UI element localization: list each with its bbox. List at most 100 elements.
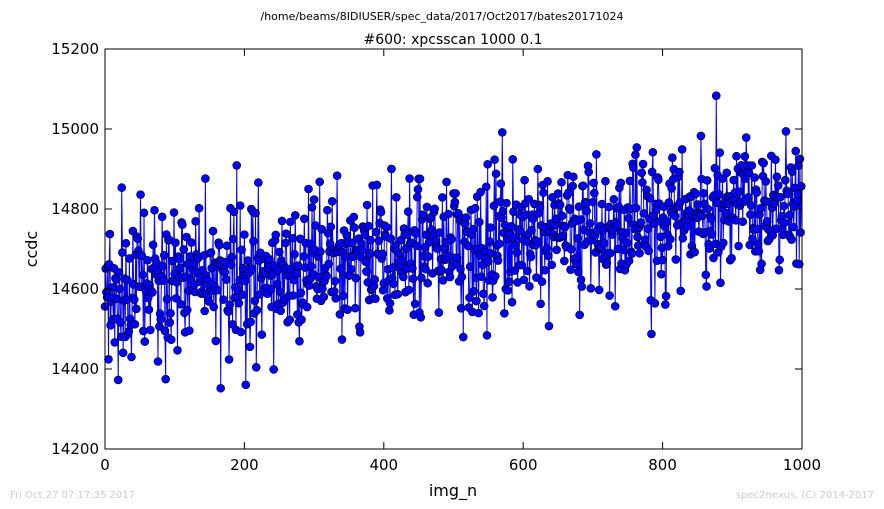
data-point [627,249,637,258]
data-point [463,241,473,251]
data-point [757,259,766,269]
data-point [715,148,725,158]
data-point [323,205,332,215]
data-point [482,331,492,340]
footer-timestamp: Fri Oct 27 07:17:35 2017 [10,490,135,501]
data-point [157,212,167,222]
data-point [740,152,750,161]
data-point [662,217,672,227]
data-point [434,308,444,317]
data-point [227,252,237,262]
data-point [194,203,204,213]
data-point [721,208,731,218]
data-point [171,294,181,303]
data-point [486,223,495,232]
data-point [762,217,772,226]
data-point [290,211,300,220]
data-point [302,302,312,312]
data-point [707,214,716,224]
data-point [785,210,794,220]
data-point [410,299,420,309]
data-point [793,189,803,199]
data-point [698,211,707,221]
data-point [288,291,298,300]
data-point [489,201,499,211]
data-point [511,241,520,250]
data-point [224,355,234,364]
plot-area: 0 200 400 600 800 1000 14200 14400 14600 14800 150… [51,40,821,474]
data-point [456,264,465,274]
data-point [405,174,414,183]
data-point [393,289,403,299]
data-point [609,195,619,204]
data-point [753,239,763,249]
data-point [123,275,132,285]
chart-title: #600: xpcsscan 1000 0.1 [363,32,542,48]
data-point [661,300,670,309]
data-point [676,286,686,296]
data-point [488,293,497,302]
data-point [322,271,331,281]
data-point [495,239,504,248]
data-point [622,238,632,248]
data-point [699,188,709,198]
data-point [741,133,751,142]
data-point [711,91,721,100]
data-point [714,190,724,199]
data-point [445,272,455,282]
data-point [438,193,447,202]
data-point [156,315,166,324]
data-point [537,277,547,287]
data-point [350,303,360,313]
data-point [771,155,780,165]
data-point [671,255,681,264]
data-point [557,211,567,221]
data-point [574,202,584,212]
data-point [370,275,380,284]
data-point [452,253,462,263]
data-point [586,284,596,293]
data-point [678,233,688,243]
data-point [675,167,684,177]
data-point [166,335,176,344]
data-point [118,248,127,257]
data-point [351,273,361,283]
data-point [121,238,131,248]
data-point [412,192,422,202]
data-point [644,246,653,256]
data-point [632,143,642,152]
data-point [722,168,732,178]
data-point [326,222,336,232]
data-point [451,189,460,198]
data-point [162,294,172,304]
data-point [319,292,329,302]
data-point [479,289,488,299]
data-point [330,287,339,296]
data-point [481,182,491,192]
data-point [266,285,276,294]
data-point [245,342,255,352]
data-point [456,303,466,313]
data-point [525,281,534,291]
data-point [143,255,152,265]
data-point [418,210,428,219]
data-point [716,278,725,288]
data-point [299,252,308,261]
data-point [702,282,711,291]
data-point [648,147,658,157]
data-point [585,219,595,228]
data-point [578,181,588,191]
data-point [517,260,527,270]
data-point [729,175,738,185]
data-point [411,229,421,238]
data-point [761,177,771,186]
data-point [417,273,426,283]
data-point [234,298,244,308]
data-point [378,249,387,259]
data-point [276,306,285,316]
data-point [201,174,210,183]
data-point [773,181,783,190]
data-point [285,315,295,325]
data-point [132,304,141,314]
data-point [612,221,622,230]
